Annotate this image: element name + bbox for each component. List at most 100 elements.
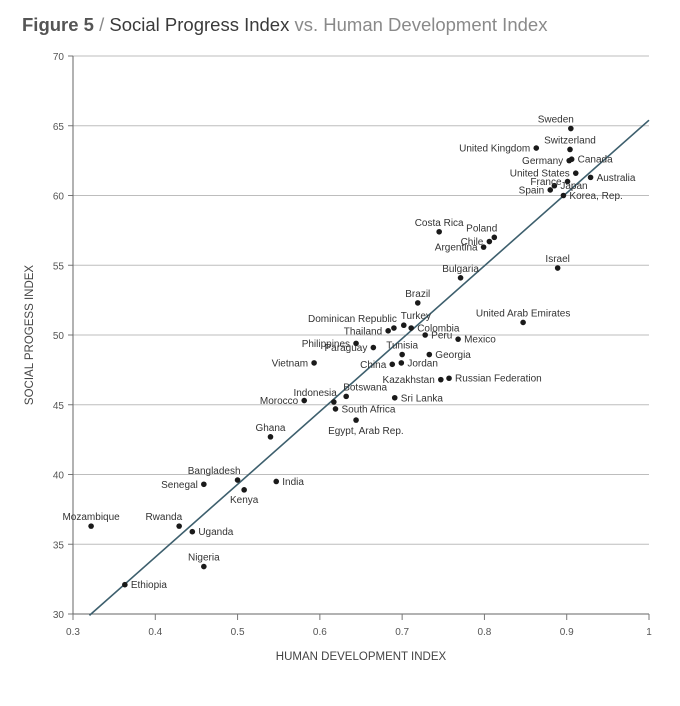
figure-number: Figure 5	[22, 14, 94, 35]
point-morocco	[301, 397, 308, 404]
label-israel: Israel	[545, 254, 569, 265]
label-france: France	[530, 177, 562, 188]
point-jordan	[398, 360, 405, 366]
point-argentina	[480, 244, 487, 250]
label-mozambique: Mozambique	[62, 512, 120, 523]
point-united-arab-emirates	[520, 319, 526, 326]
x-tick-label: 1	[646, 627, 652, 638]
point-russian-federation	[446, 375, 452, 382]
label-ghana: Ghana	[255, 423, 285, 434]
point-indonesia	[331, 399, 337, 405]
x-axis-label: HUMAN DEVELOPMENT INDEX	[276, 651, 447, 663]
label-colombia: Colombia	[417, 324, 460, 335]
y-tick-label: 30	[53, 610, 65, 621]
chart-title: Figure 5 / Social Progress Index vs. Hum…	[22, 14, 547, 36]
point-ethiopia	[122, 581, 128, 588]
label-rwanda: Rwanda	[145, 512, 182, 523]
point-uganda	[189, 528, 196, 535]
point-dominican-republic	[391, 325, 397, 331]
label-chile: Chile	[461, 237, 484, 248]
point-united-states	[572, 170, 579, 176]
y-tick-label: 50	[53, 331, 65, 342]
label-paraguay: Paraguay	[325, 343, 368, 354]
label-uganda: Uganda	[198, 527, 233, 538]
label-morocco: Morocco	[260, 396, 299, 407]
title-primary: Social Progress Index	[109, 14, 290, 35]
x-tick-label: 0.3	[66, 627, 80, 638]
x-tick-label: 0.9	[560, 627, 574, 638]
point-mozambique	[88, 523, 94, 529]
point-israel	[554, 265, 561, 271]
label-tunisia: Tunisia	[386, 341, 418, 352]
point-labels-group: Sweden Switzerland United Kingdom Canada Ger…	[62, 115, 635, 592]
label-egypt-arab-rep: Egypt, Arab Rep.	[328, 426, 404, 437]
label-indonesia: Indonesia	[293, 388, 337, 399]
point-switzerland	[567, 146, 573, 153]
y-tick-label: 35	[53, 540, 65, 551]
y-axis-label: SOCIAL PROGESS INDEX	[24, 265, 36, 405]
x-axis: 0.3 0.4 0.5 0.6 0.7 0.8 0.9 1	[66, 613, 652, 638]
label-jordan: Jordan	[407, 358, 438, 369]
label-peru: Peru	[431, 331, 452, 342]
point-spain	[547, 187, 554, 193]
label-costa-rica: Costa Rica	[415, 218, 464, 229]
point-brazil	[414, 300, 421, 306]
point-united-kingdom	[533, 145, 540, 151]
point-nigeria	[201, 563, 207, 570]
label-botswana: Botswana	[343, 382, 387, 393]
label-india: India	[282, 477, 304, 488]
trendline	[88, 119, 650, 616]
label-australia: Australia	[597, 173, 636, 184]
point-germany	[566, 157, 572, 164]
label-vietnam: Vietnam	[272, 358, 309, 369]
point-sweden	[568, 125, 574, 132]
point-peru	[422, 332, 428, 338]
label-georgia: Georgia	[435, 350, 471, 361]
point-kazakhstan	[438, 376, 444, 383]
point-ghana	[267, 434, 274, 440]
label-bulgaria: Bulgaria	[442, 264, 479, 275]
y-tick-label: 55	[53, 261, 65, 272]
label-south-africa: South Africa	[341, 404, 395, 415]
x-tick-label: 0.6	[313, 627, 327, 638]
point-colombia	[408, 325, 414, 331]
label-philippines: Philippines	[302, 339, 350, 350]
label-united-arab-emirates: United Arab Emirates	[476, 308, 571, 319]
label-spain: Spain	[519, 185, 545, 196]
label-united-states: United States	[510, 169, 570, 180]
label-united-kingdom: United Kingdom	[459, 144, 530, 155]
label-germany: Germany	[522, 156, 563, 167]
title-separator: /	[93, 14, 110, 35]
point-philippines	[353, 340, 359, 347]
x-tick-label: 0.8	[477, 627, 491, 638]
label-japan: Japan	[560, 181, 587, 192]
label-kazakhstan: Kazakhstan	[383, 375, 435, 386]
label-bangladesh: Bangladesh	[188, 466, 241, 477]
point-china	[389, 361, 396, 368]
point-costa-rica	[436, 228, 442, 235]
point-paraguay	[370, 344, 377, 351]
label-korea-rep: Korea, Rep.	[569, 191, 622, 202]
point-france	[564, 178, 571, 185]
point-vietnam	[311, 360, 317, 366]
title-secondary: Human Development Index	[323, 14, 548, 35]
y-axis: 30 35 40 45 50 55 60 65 70	[53, 52, 74, 621]
points-group	[88, 125, 594, 588]
y-tick-label: 70	[53, 52, 65, 63]
point-senegal	[201, 481, 207, 488]
label-ethiopia: Ethiopia	[131, 580, 168, 591]
point-botswana	[343, 393, 349, 400]
label-brazil: Brazil	[405, 289, 430, 300]
y-tick-label: 65	[53, 122, 65, 133]
point-kenya	[241, 487, 247, 493]
y-tick-label: 60	[53, 192, 65, 203]
label-china: China	[360, 360, 387, 371]
point-georgia	[426, 351, 433, 358]
trendline-group	[88, 119, 650, 616]
point-japan	[551, 182, 558, 189]
x-tick-label: 0.7	[395, 627, 409, 638]
point-india	[273, 478, 280, 485]
x-tick-label: 0.5	[231, 627, 245, 638]
label-argentina: Argentina	[435, 243, 478, 254]
point-rwanda	[176, 523, 182, 529]
